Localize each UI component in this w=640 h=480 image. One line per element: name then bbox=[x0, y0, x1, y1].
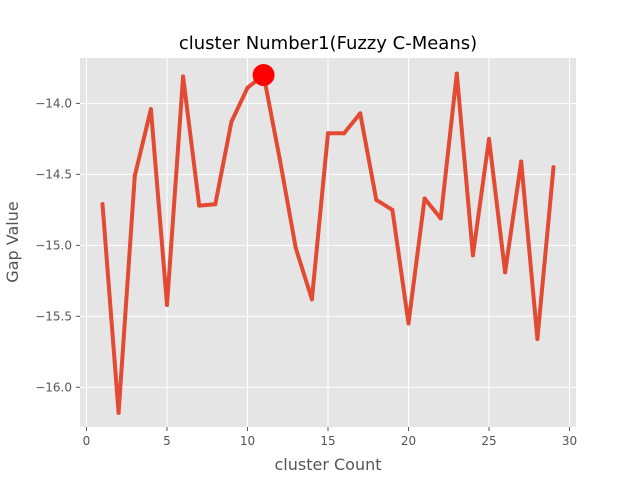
chart-title: cluster Number1(Fuzzy C-Means) bbox=[179, 33, 477, 54]
x-axis-label: cluster Count bbox=[274, 455, 381, 474]
x-tick-label: 10 bbox=[240, 434, 255, 448]
y-tick-label: −14.0 bbox=[35, 96, 72, 110]
data-point bbox=[277, 156, 282, 161]
data-point bbox=[100, 202, 105, 207]
grid bbox=[80, 58, 576, 427]
x-tick-label: 30 bbox=[562, 434, 577, 448]
y-axis-label: Gap Value bbox=[3, 201, 22, 282]
data-point bbox=[213, 202, 218, 207]
x-tick-label: 0 bbox=[83, 434, 91, 448]
data-point bbox=[390, 207, 395, 212]
data-point bbox=[181, 74, 186, 79]
y-tick-label: −15.0 bbox=[35, 238, 72, 252]
x-tick-label: 25 bbox=[481, 434, 496, 448]
x-ticks: 0 5 10 15 20 25 30 bbox=[83, 427, 577, 448]
data-point bbox=[148, 107, 153, 112]
data-point bbox=[197, 203, 202, 208]
data-point bbox=[438, 216, 443, 221]
data-point bbox=[519, 159, 524, 164]
data-point bbox=[309, 297, 314, 302]
data-point bbox=[454, 71, 459, 76]
data-point bbox=[342, 131, 347, 136]
data-point bbox=[535, 337, 540, 342]
data-point bbox=[374, 197, 379, 202]
data-point bbox=[487, 136, 492, 141]
data-point bbox=[229, 119, 234, 124]
x-tick-label: 5 bbox=[163, 434, 171, 448]
data-point bbox=[470, 253, 475, 258]
data-point bbox=[132, 173, 137, 178]
data-point bbox=[358, 111, 363, 116]
points-group bbox=[100, 64, 556, 415]
x-tick-label: 15 bbox=[320, 434, 335, 448]
data-point bbox=[503, 270, 508, 275]
x-tick-label: 20 bbox=[401, 434, 416, 448]
data-point bbox=[326, 131, 330, 136]
y-ticks: −14.0 −14.5 −15.0 −15.5 −16.0 bbox=[35, 96, 80, 394]
y-tick-label: −14.5 bbox=[35, 167, 72, 181]
y-tick-label: −15.5 bbox=[35, 309, 72, 323]
data-point bbox=[422, 196, 427, 201]
data-point bbox=[406, 321, 411, 326]
data-point bbox=[293, 246, 298, 251]
data-point bbox=[245, 85, 250, 90]
highlight-point bbox=[252, 64, 275, 87]
y-tick-label: −16.0 bbox=[35, 380, 72, 394]
data-point bbox=[164, 302, 169, 307]
data-point bbox=[116, 410, 121, 415]
data-point bbox=[551, 165, 556, 170]
